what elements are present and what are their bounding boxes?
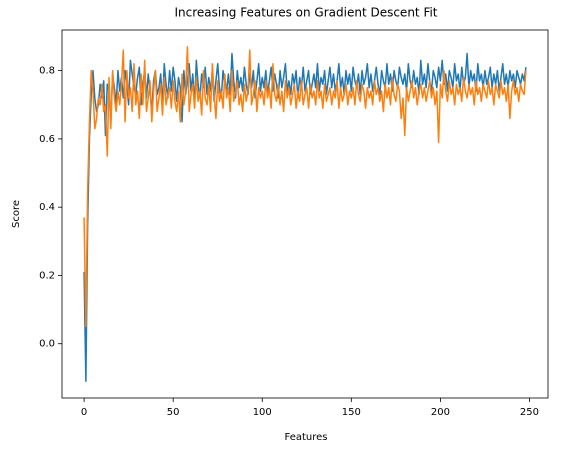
- x-tick-label: 100: [253, 407, 272, 418]
- chart-title: Increasing Features on Gradient Descent …: [174, 6, 437, 20]
- x-tick-label: 200: [431, 407, 450, 418]
- y-tick-label: 0.6: [39, 134, 55, 145]
- y-axis-label: Score: [11, 200, 22, 228]
- series-line: [83, 52, 527, 383]
- x-tick-label: 50: [167, 407, 180, 418]
- y-tick-label: 0.2: [39, 270, 55, 281]
- y-tick-label: 0.0: [39, 339, 55, 350]
- x-tick-label: 0: [81, 407, 87, 418]
- series-line: [83, 45, 527, 328]
- x-tick-label: 250: [520, 407, 539, 418]
- y-tick-label: 0.8: [39, 66, 55, 77]
- x-axis-label: Features: [285, 432, 328, 443]
- y-tick-label: 0.4: [39, 202, 55, 213]
- plot-frame: [61, 29, 549, 399]
- x-tick-label: 150: [342, 407, 361, 418]
